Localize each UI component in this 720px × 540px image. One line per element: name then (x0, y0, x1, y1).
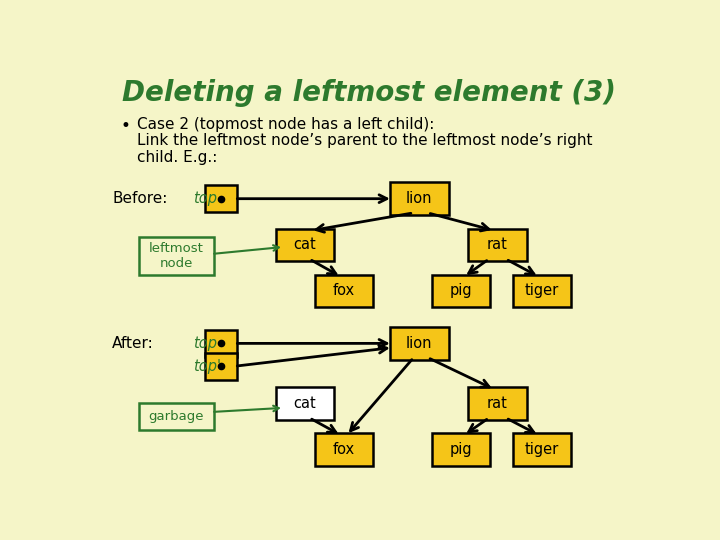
Text: pig: pig (450, 284, 472, 299)
FancyBboxPatch shape (205, 185, 238, 212)
Text: top: top (193, 191, 217, 206)
Text: cat: cat (294, 396, 316, 411)
FancyBboxPatch shape (432, 275, 490, 307)
FancyBboxPatch shape (276, 388, 334, 420)
Text: •: • (121, 117, 130, 135)
Text: After:: After: (112, 336, 154, 351)
FancyBboxPatch shape (468, 228, 526, 261)
FancyBboxPatch shape (513, 275, 571, 307)
Text: fox: fox (333, 284, 355, 299)
Text: garbage: garbage (149, 410, 204, 423)
Text: pig: pig (450, 442, 472, 457)
Text: Link the leftmost node’s parent to the leftmost node’s right: Link the leftmost node’s parent to the l… (138, 133, 593, 148)
Text: Before:: Before: (112, 191, 168, 206)
Text: top: top (193, 336, 217, 351)
FancyBboxPatch shape (468, 388, 526, 420)
Text: Case 2 (topmost node has a left child):: Case 2 (topmost node has a left child): (138, 117, 435, 132)
FancyBboxPatch shape (205, 353, 238, 380)
FancyBboxPatch shape (139, 237, 214, 275)
Text: rat: rat (487, 396, 508, 411)
FancyBboxPatch shape (390, 327, 449, 360)
FancyBboxPatch shape (276, 228, 334, 261)
FancyBboxPatch shape (390, 183, 449, 215)
Text: tiger: tiger (525, 284, 559, 299)
FancyBboxPatch shape (315, 433, 373, 465)
Text: child. E.g.:: child. E.g.: (138, 150, 218, 165)
FancyBboxPatch shape (432, 433, 490, 465)
Text: Deleting a leftmost element (3): Deleting a leftmost element (3) (122, 79, 616, 107)
FancyBboxPatch shape (315, 275, 373, 307)
FancyBboxPatch shape (513, 433, 571, 465)
Text: top': top' (193, 359, 221, 374)
Text: lion: lion (406, 336, 433, 351)
Text: tiger: tiger (525, 442, 559, 457)
FancyBboxPatch shape (205, 330, 238, 357)
FancyBboxPatch shape (139, 403, 214, 430)
Text: lion: lion (406, 191, 433, 206)
Text: fox: fox (333, 442, 355, 457)
Text: cat: cat (294, 238, 316, 252)
Text: leftmost
node: leftmost node (149, 242, 204, 270)
Text: rat: rat (487, 238, 508, 252)
